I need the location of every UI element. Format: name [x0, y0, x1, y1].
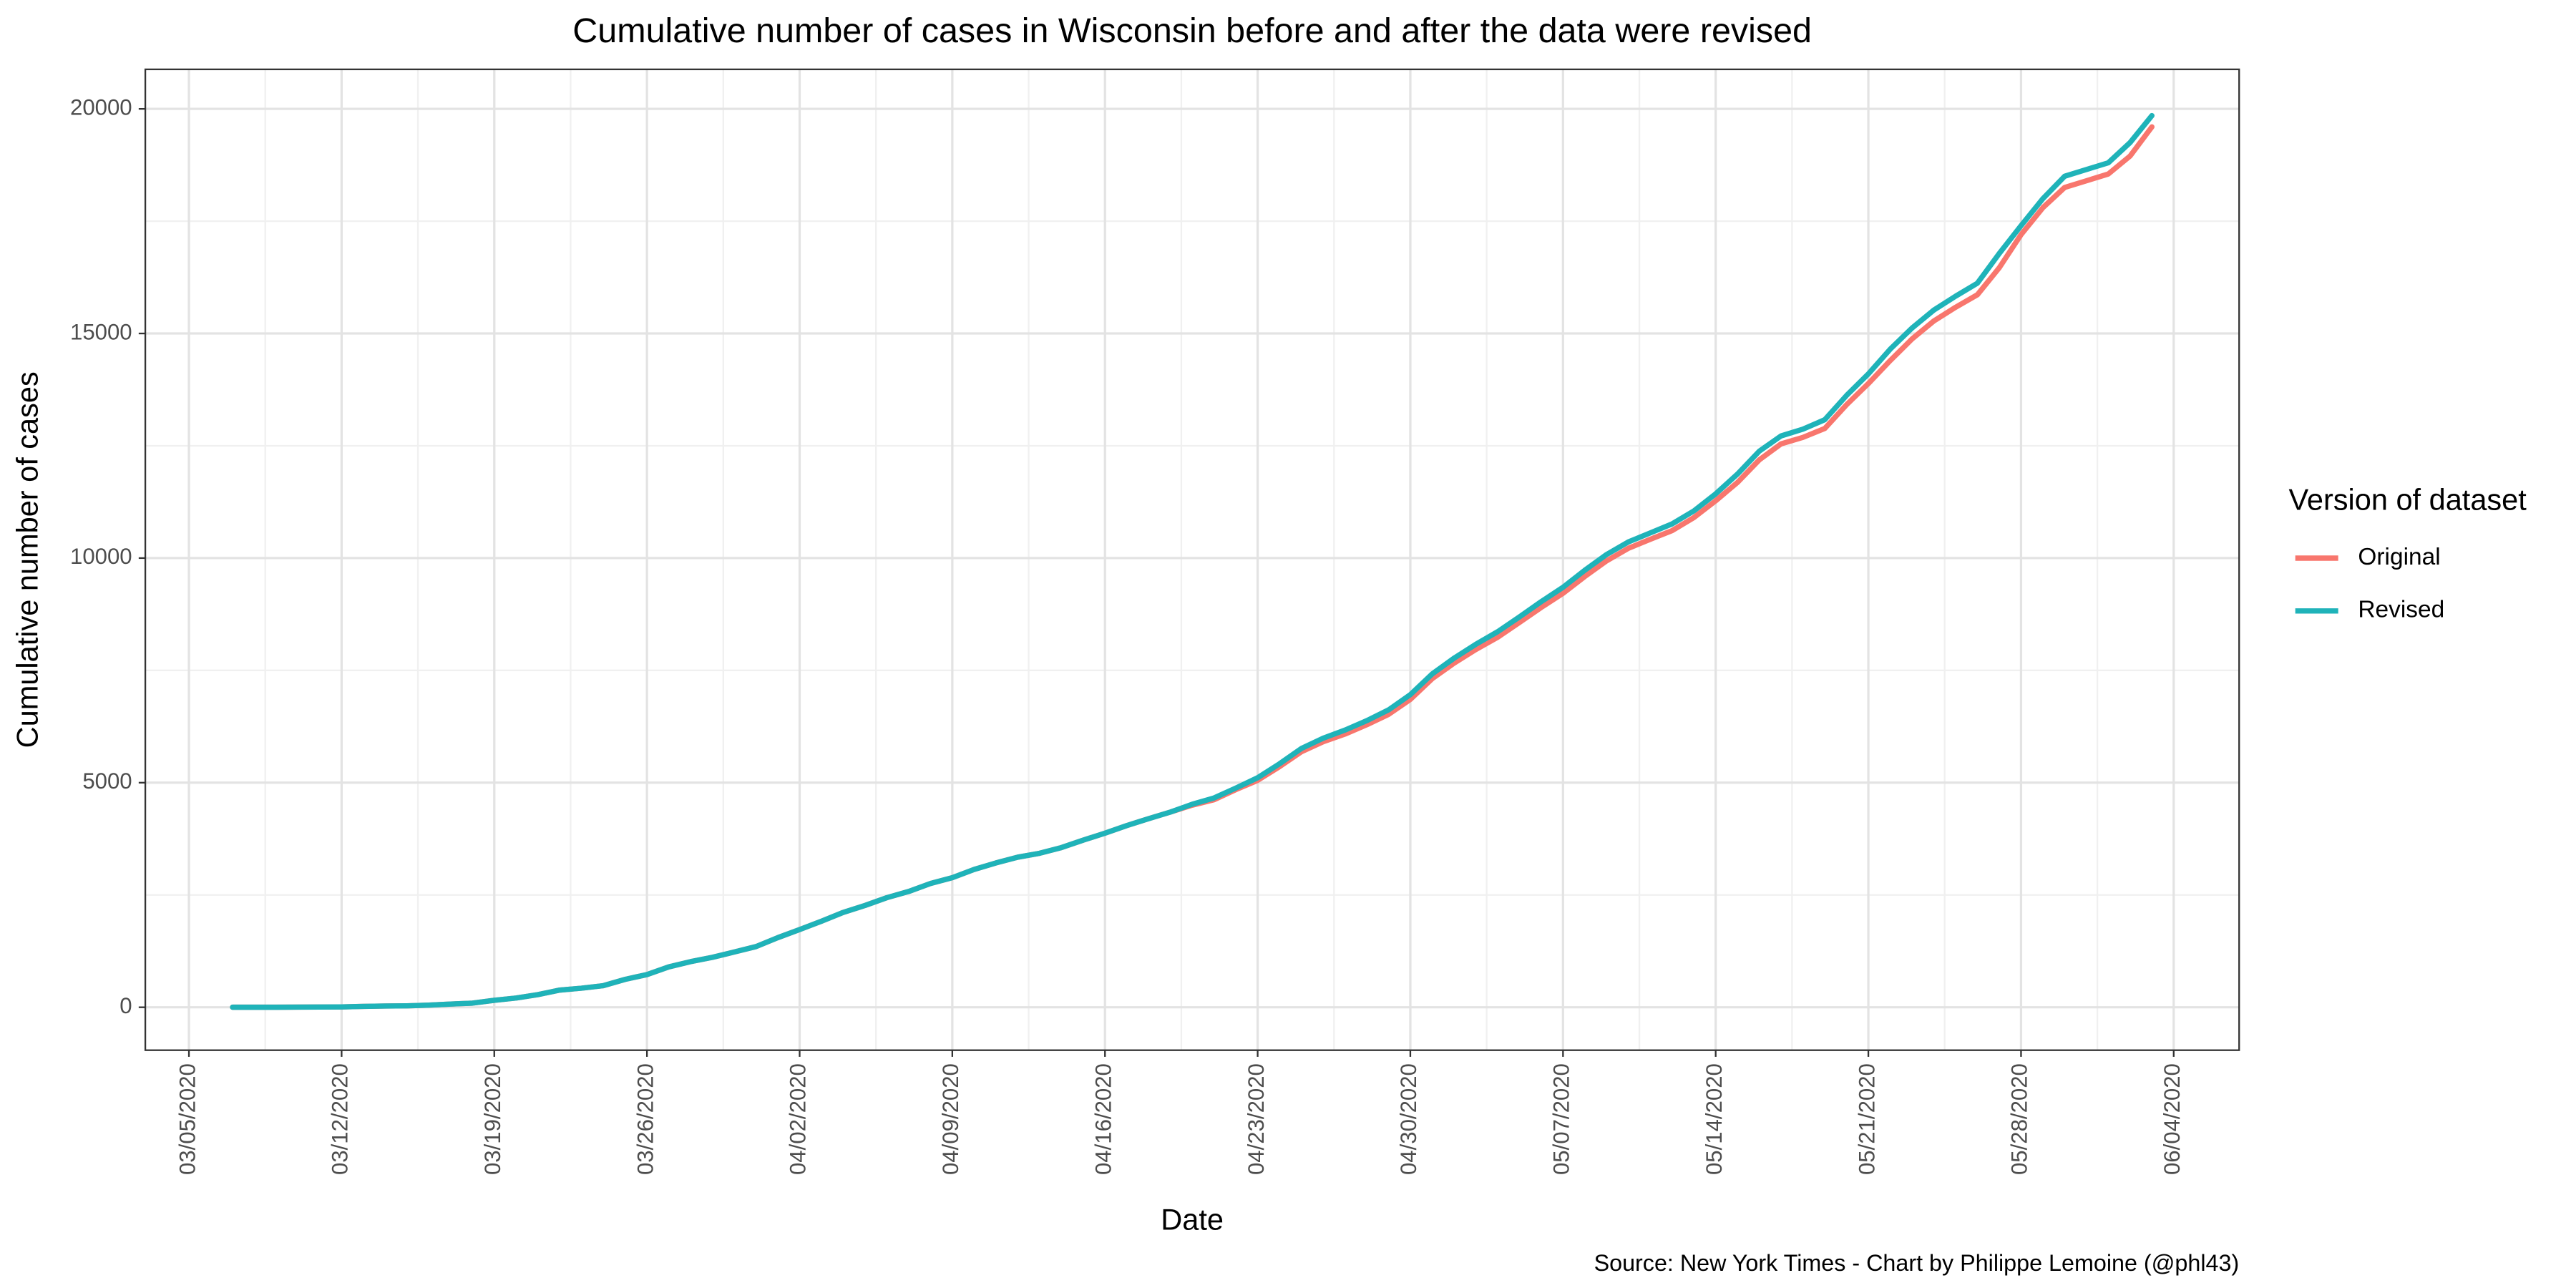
x-tick-label: 04/30/2020	[1396, 1063, 1421, 1175]
series-line	[230, 112, 2155, 1010]
x-tick-label: 06/04/2020	[2160, 1063, 2185, 1175]
x-axis-label: Date	[1161, 1203, 1224, 1236]
x-tick-label: 04/09/2020	[938, 1063, 963, 1175]
caption: Source: New York Times - Chart by Philip…	[1594, 1250, 2240, 1276]
x-tick-label: 04/16/2020	[1091, 1063, 1116, 1175]
x-tick-label: 05/14/2020	[1702, 1063, 1727, 1175]
y-tick-label: 0	[119, 993, 132, 1018]
plot-area: 0 5000 10000 15000 20000 03/05/2020 03/12/2020…	[70, 68, 2240, 1175]
y-axis-label: Cumulative number of cases	[11, 371, 44, 748]
plot-border	[144, 68, 2240, 1051]
legend-title: Version of dataset	[2288, 483, 2527, 517]
y-tick-label: 5000	[82, 769, 132, 794]
x-tick-label: 05/21/2020	[1854, 1063, 1879, 1175]
y-tick-label: 10000	[70, 544, 132, 569]
x-tick-label: 03/26/2020	[633, 1063, 658, 1175]
x-tick-label: 05/28/2020	[2007, 1063, 2032, 1175]
legend-label: Revised	[2358, 597, 2444, 623]
legend-label: Original	[2358, 544, 2440, 570]
plot-background	[145, 69, 2240, 1050]
chart-title: Cumulative number of cases in Wisconsin …	[572, 11, 1812, 50]
x-tick-label: 03/05/2020	[175, 1063, 200, 1175]
y-tick-label: 20000	[70, 94, 132, 119]
x-tick-label: 04/02/2020	[786, 1063, 811, 1175]
x-tick-label: 03/19/2020	[480, 1063, 505, 1175]
x-tick-label: 04/23/2020	[1244, 1063, 1269, 1175]
legend: Version of dataset Original Revised	[2288, 483, 2527, 623]
x-tick-label: 03/12/2020	[328, 1063, 353, 1175]
y-tick-label: 15000	[70, 319, 132, 344]
x-tick-label: 05/07/2020	[1549, 1063, 1574, 1175]
